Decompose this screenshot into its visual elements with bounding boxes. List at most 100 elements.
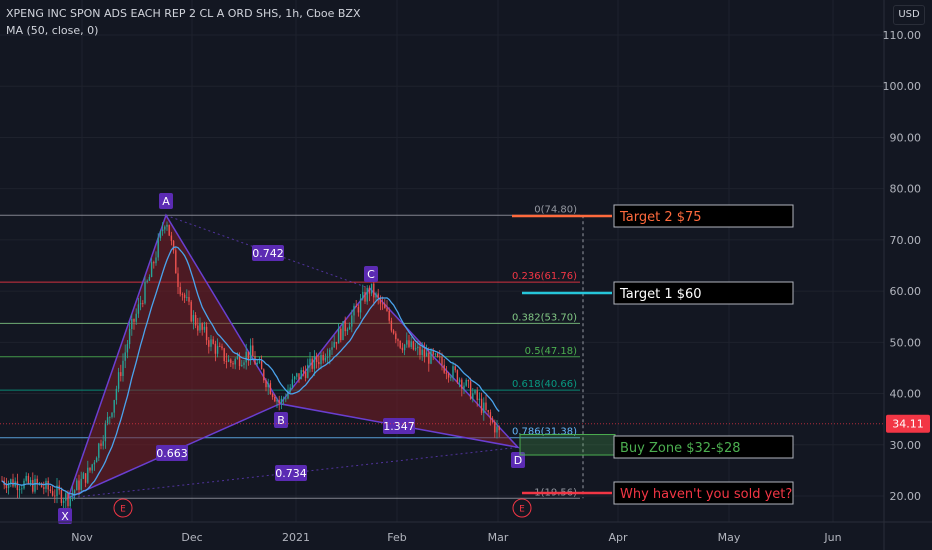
- candle-body: [417, 346, 419, 349]
- price-axis-tick: 50.00: [890, 336, 922, 349]
- ma-50-line: [1, 246, 500, 496]
- candle-body: [199, 323, 201, 331]
- candle-body: [142, 303, 144, 304]
- candle-body: [397, 339, 399, 341]
- candle-body: [205, 326, 208, 341]
- candle-body: [51, 491, 54, 496]
- candle-body: [318, 362, 320, 365]
- candle-body: [91, 464, 93, 471]
- candle-body: [18, 489, 21, 491]
- candle-body: [280, 398, 283, 404]
- candle-body: [465, 379, 467, 386]
- candle-body: [175, 250, 177, 274]
- callout-annotations: Target 2 $75 Target 1 $60 Buy Zone $32-$28…: [512, 204, 794, 505]
- candle-body: [346, 329, 349, 332]
- callout: Target 1 $60: [522, 281, 794, 305]
- candle-body: [375, 293, 377, 298]
- candle-body: [331, 347, 333, 350]
- pattern-labels: X A B C D 0.742 0.663 1.347 0.734 E E: [58, 193, 532, 524]
- candle-body: [267, 383, 269, 388]
- time-axis-tick: May: [718, 531, 741, 544]
- candle-body: [357, 307, 360, 313]
- pattern-ratio-label: 0.734: [275, 465, 307, 481]
- candle-body: [166, 224, 168, 227]
- candle-body: [161, 229, 164, 232]
- candle-body: [10, 479, 12, 483]
- callout-box: [613, 435, 794, 459]
- fib-level-label: 0.236(61.76): [512, 271, 577, 282]
- candle-body: [379, 297, 382, 304]
- candle-body: [392, 330, 395, 334]
- candle-body: [241, 364, 243, 367]
- candle-body: [441, 357, 443, 365]
- candle-body: [21, 488, 23, 490]
- candle-body: [25, 475, 27, 481]
- candle-body: [27, 475, 30, 484]
- callout: Why haven't you sold yet?: [522, 481, 794, 505]
- candle-body: [67, 493, 69, 507]
- candle-body: [32, 480, 34, 492]
- callout-text: Target 1 $60: [619, 287, 702, 302]
- price-axis-tick: 90.00: [890, 131, 922, 144]
- candle-body: [89, 467, 91, 471]
- candle-body: [203, 326, 206, 330]
- candle-body: [390, 320, 393, 331]
- candle-body: [113, 400, 115, 413]
- candle-body: [197, 325, 199, 331]
- candle-body: [243, 362, 245, 365]
- candle-body: [120, 372, 122, 377]
- candle-body: [414, 348, 417, 350]
- candle-body: [309, 358, 311, 365]
- candle-body: [474, 390, 476, 394]
- candle-body: [98, 443, 100, 458]
- candle-body: [293, 376, 296, 380]
- candle-body: [274, 397, 276, 402]
- candle-body: [406, 340, 408, 345]
- candle-body: [109, 416, 111, 418]
- candle-body: [153, 262, 155, 264]
- candle-body: [419, 346, 421, 355]
- pattern-ratio-label-text: 0.663: [156, 447, 188, 460]
- candle-body: [236, 356, 239, 360]
- candle-body: [245, 351, 247, 363]
- candle-body: [45, 480, 47, 489]
- candle-body: [353, 305, 355, 316]
- callout-text: Why haven't you sold yet?: [620, 487, 792, 502]
- candle-body: [298, 373, 300, 380]
- candle-body: [177, 273, 179, 287]
- candle-body: [186, 297, 188, 298]
- candle-body: [148, 276, 151, 281]
- candle-body: [188, 297, 190, 302]
- callout-box: [613, 481, 794, 505]
- candle-body: [320, 354, 322, 365]
- candle-body: [62, 500, 65, 503]
- candle-body: [144, 281, 146, 304]
- candle-body: [463, 385, 465, 389]
- candle-body: [260, 361, 263, 370]
- candle-body: [434, 353, 437, 355]
- e-marker-text: E: [519, 505, 525, 515]
- candle-body: [472, 393, 474, 399]
- candle-body: [333, 341, 335, 348]
- fib-level-label: 0.786(31.38): [512, 427, 577, 438]
- candle-body: [445, 372, 448, 374]
- candle-body: [351, 315, 353, 327]
- pattern-ratio-line: [165, 214, 371, 290]
- price-axis-tick: 100.00: [883, 80, 922, 93]
- indicator-legend[interactable]: MA (50, close, 0): [6, 24, 99, 37]
- candle-body: [436, 353, 439, 357]
- candle-body: [489, 412, 492, 419]
- candle-body: [76, 480, 78, 491]
- candle-body: [364, 291, 366, 302]
- fib-level-label: 0.5(47.18): [525, 346, 577, 357]
- price-axis-tick: 110.00: [883, 29, 922, 42]
- e-marker-text: E: [120, 505, 126, 515]
- candle-body: [146, 280, 148, 282]
- candle-body: [276, 400, 278, 402]
- candle-body: [135, 313, 137, 322]
- currency-button[interactable]: USD: [893, 5, 925, 25]
- candle-body: [291, 379, 294, 388]
- candle-body: [234, 359, 236, 365]
